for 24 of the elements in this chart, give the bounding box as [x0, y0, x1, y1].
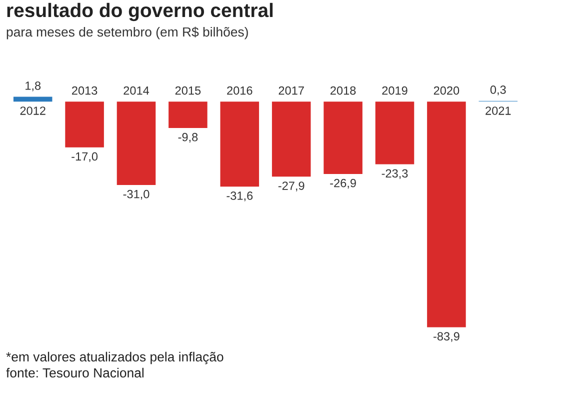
data-label: -17,0: [72, 152, 98, 162]
data-label: -26,9: [330, 178, 356, 189]
x-tick-label: 2021: [486, 106, 511, 115]
x-tick-label: 2016: [227, 86, 252, 95]
x-tick-label: 2012: [20, 106, 46, 115]
chart-title: resultado do governo central: [7, 2, 273, 22]
x-tick-label: 2020: [434, 86, 460, 95]
data-label: -23,3: [382, 169, 408, 179]
source-note: fonte: Tesouro Nacional: [6, 368, 144, 378]
data-label: -27,9: [278, 182, 304, 192]
data-label: -83,9: [434, 332, 460, 342]
text: *em valores atualizados pela inflação: [6, 352, 224, 364]
x-tick-label: 2014: [124, 86, 150, 95]
x-tick-label: 2015: [175, 86, 201, 95]
x-tick-label: 2013: [72, 86, 98, 95]
data-label: -9,8: [178, 132, 198, 143]
x-tick-label: 2017: [278, 86, 304, 95]
x-tick-label: 2019: [382, 86, 408, 95]
data-label: -31,0: [123, 190, 150, 200]
chart-subtitle: para meses de setembro (em R$ bilhões): [6, 26, 248, 40]
data-label: -31,6: [226, 192, 253, 202]
data-label: 1,8: [26, 82, 41, 92]
x-tick-label: 2018: [330, 86, 356, 95]
data-label: 0,3: [490, 86, 506, 96]
